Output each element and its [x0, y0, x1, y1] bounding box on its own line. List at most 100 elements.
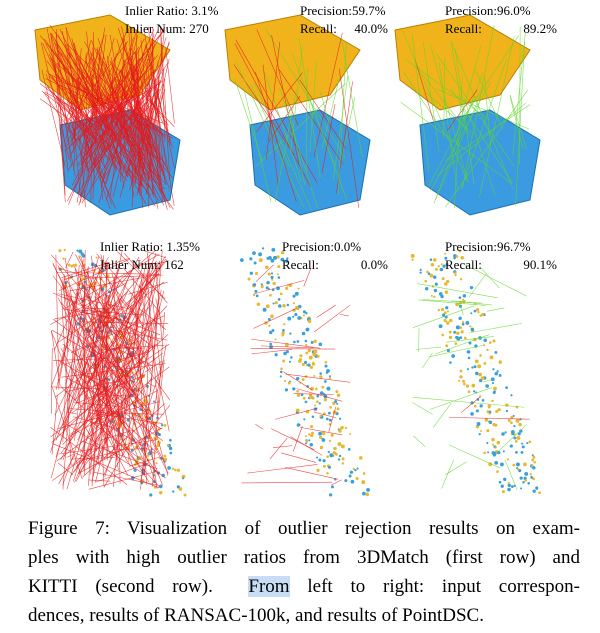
point: [284, 259, 289, 263]
point: [456, 331, 460, 335]
point: [153, 436, 156, 439]
point: [328, 439, 332, 442]
correspondence: [98, 34, 155, 203]
highlight: From: [248, 576, 290, 597]
point: [274, 353, 278, 357]
point: [168, 446, 173, 451]
correspondence: [313, 32, 343, 157]
correspondence: [80, 321, 169, 324]
point: [491, 399, 494, 402]
correspondence: [74, 398, 80, 441]
point: [284, 388, 289, 392]
point: [526, 442, 529, 445]
correspondence: [235, 62, 305, 208]
panel-label: Recall:: [282, 257, 319, 272]
correspondence: [135, 295, 148, 485]
correspondence: [438, 62, 459, 192]
point: [296, 340, 300, 343]
point: [481, 399, 485, 402]
point: [271, 278, 274, 281]
correspondence: [65, 270, 100, 384]
point: [477, 311, 480, 314]
panel-label: Recall:: [300, 21, 337, 36]
point: [469, 325, 472, 328]
point: [252, 251, 256, 256]
correspondence: [264, 28, 346, 159]
correspondence: [103, 437, 134, 488]
point: [507, 481, 510, 484]
point: [411, 258, 414, 261]
blue-scan: [419, 109, 541, 216]
correspondence: [123, 260, 157, 332]
point: [538, 491, 541, 495]
point: [361, 480, 366, 485]
point: [328, 418, 332, 422]
point: [308, 355, 313, 360]
point: [249, 257, 253, 261]
correspondence: [73, 77, 79, 171]
correspondence: [81, 281, 108, 350]
point: [305, 344, 308, 347]
point: [365, 492, 370, 497]
point: [505, 386, 508, 389]
point: [172, 490, 175, 493]
point: [480, 429, 483, 432]
correspondence: [57, 401, 160, 429]
correspondence: [309, 61, 317, 152]
point: [488, 341, 492, 344]
point: [463, 336, 467, 340]
point: [338, 454, 342, 458]
point: [329, 406, 332, 409]
point: [335, 390, 339, 394]
correspondence: [443, 57, 446, 138]
correspondence: [84, 281, 165, 341]
point: [277, 276, 281, 279]
point: [155, 461, 158, 465]
point: [258, 252, 262, 257]
correspondence: [57, 359, 154, 417]
point: [324, 380, 327, 383]
correspondence: [97, 356, 105, 487]
point: [336, 393, 341, 398]
point: [366, 487, 370, 492]
correspondence: [460, 58, 508, 190]
point: [158, 484, 163, 489]
point: [323, 398, 327, 402]
correspondence: [269, 437, 288, 460]
correspondence: [128, 281, 168, 295]
correspondence: [299, 426, 343, 436]
point: [298, 359, 302, 363]
correspondence: [403, 72, 451, 144]
point: [355, 476, 359, 481]
correspondence: [125, 90, 166, 198]
point: [483, 361, 487, 365]
correspondence: [432, 403, 452, 428]
correspondence: [46, 85, 106, 184]
point: [510, 394, 513, 397]
point: [429, 258, 433, 261]
correspondence: [134, 65, 136, 184]
point: [302, 396, 306, 400]
point: [494, 350, 498, 354]
point: [505, 409, 509, 413]
point: [459, 369, 463, 373]
point: [272, 281, 276, 286]
point: [493, 445, 496, 448]
point: [488, 420, 491, 423]
correspondence: [91, 86, 105, 169]
correspondence: [145, 360, 164, 415]
point: [76, 249, 79, 252]
point: [310, 340, 314, 344]
correspondence: [314, 304, 351, 333]
correspondence: [328, 406, 337, 432]
point: [500, 462, 504, 467]
point: [531, 464, 534, 468]
correspondence: [65, 380, 121, 392]
point: [253, 261, 257, 265]
correspondence: [106, 343, 158, 437]
point: [81, 277, 85, 281]
correspondence: [433, 73, 483, 204]
point: [424, 279, 428, 283]
correspondence: [134, 330, 158, 489]
correspondence: [91, 255, 108, 406]
